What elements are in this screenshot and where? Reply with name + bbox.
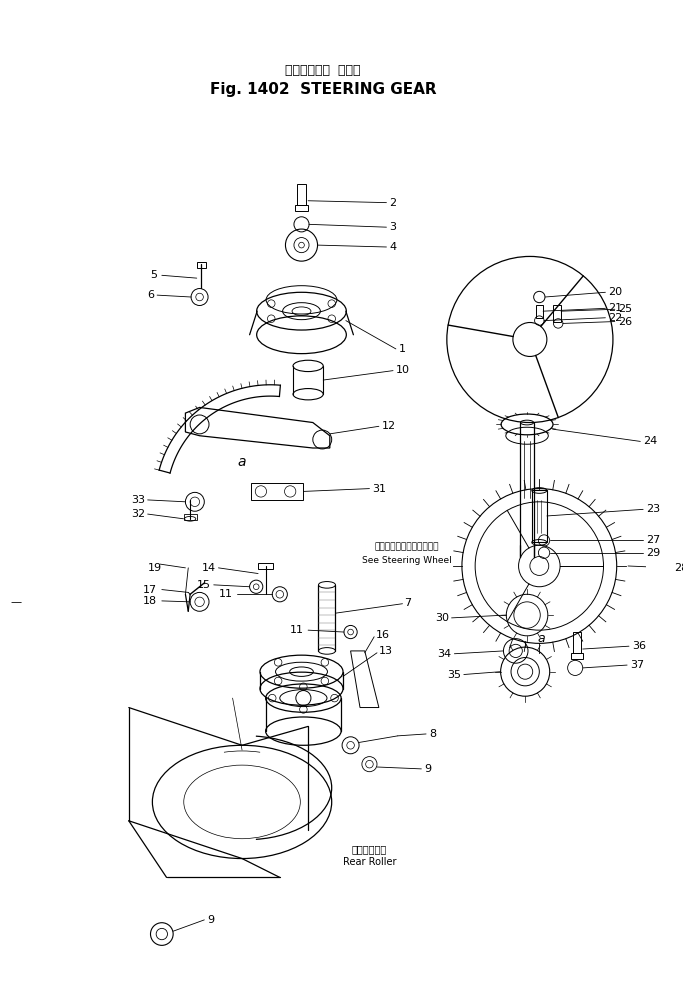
Bar (295, 204, 308, 211)
Text: a: a (238, 456, 247, 470)
Text: 21: 21 (609, 303, 622, 313)
Text: 28: 28 (674, 563, 683, 573)
Text: 8: 8 (429, 729, 436, 739)
Text: 30: 30 (434, 613, 449, 623)
Text: 26: 26 (617, 316, 632, 327)
Text: 25: 25 (617, 304, 632, 314)
Text: —: — (11, 597, 22, 607)
Bar (184, 514, 197, 519)
Text: 5: 5 (150, 270, 157, 280)
Text: 1: 1 (399, 344, 406, 354)
Bar (553, 304, 561, 322)
Text: See Steering Wheel: See Steering Wheel (362, 555, 452, 565)
Text: 23: 23 (646, 504, 660, 514)
Text: Fig. 1402  STEERING GEAR: Fig. 1402 STEERING GEAR (210, 82, 436, 97)
Text: 6: 6 (148, 290, 154, 300)
Text: 29: 29 (646, 547, 660, 557)
Text: 14: 14 (201, 563, 216, 573)
Text: Rear Roller: Rear Roller (343, 857, 396, 867)
Text: ステアリング  ギヤー: ステアリング ギヤー (285, 64, 361, 77)
Bar (572, 653, 583, 659)
Text: 4: 4 (389, 242, 396, 252)
Text: 12: 12 (382, 422, 396, 432)
Text: 27: 27 (646, 535, 660, 545)
Text: 11: 11 (219, 589, 233, 599)
Bar (197, 262, 206, 268)
Bar (297, 183, 306, 204)
Text: 19: 19 (148, 563, 162, 573)
Text: 34: 34 (437, 649, 451, 659)
Text: 9: 9 (424, 764, 431, 774)
Text: 18: 18 (143, 596, 157, 606)
Text: 2: 2 (389, 197, 396, 207)
Text: 37: 37 (630, 660, 644, 670)
Text: 7: 7 (404, 598, 411, 608)
Text: 9: 9 (207, 915, 214, 925)
Text: 36: 36 (632, 641, 646, 651)
Text: 24: 24 (643, 437, 657, 447)
Bar (251, 483, 303, 499)
Text: 32: 32 (130, 509, 145, 519)
Text: 16: 16 (376, 630, 390, 640)
Text: 13: 13 (379, 646, 393, 656)
Text: ステアリングホイール参照: ステアリングホイール参照 (375, 542, 439, 551)
Text: 17: 17 (143, 584, 157, 594)
Bar (573, 632, 581, 653)
Text: リヤーローラ: リヤーローラ (352, 844, 387, 854)
Text: 33: 33 (131, 495, 145, 504)
Text: 22: 22 (609, 313, 622, 323)
Text: 15: 15 (197, 580, 211, 590)
Bar (535, 304, 543, 318)
Bar (532, 491, 547, 542)
Bar (258, 563, 273, 569)
Text: a: a (538, 632, 545, 645)
Text: 20: 20 (609, 287, 622, 297)
Text: 35: 35 (447, 670, 461, 680)
Text: 10: 10 (396, 365, 410, 375)
Text: 3: 3 (389, 222, 396, 232)
Text: 11: 11 (290, 625, 303, 635)
Text: 31: 31 (372, 484, 387, 494)
